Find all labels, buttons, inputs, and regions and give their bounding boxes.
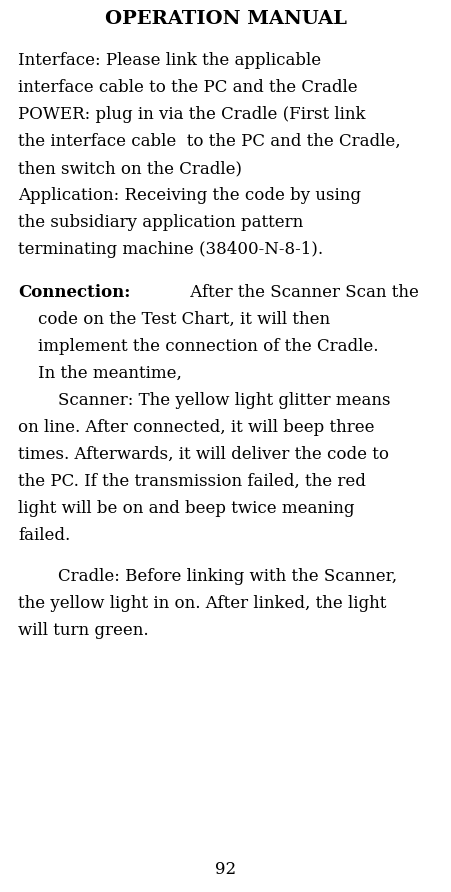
Text: failed.: failed.: [18, 527, 70, 544]
Text: then switch on the Cradle): then switch on the Cradle): [18, 160, 242, 177]
Text: will turn green.: will turn green.: [18, 622, 149, 639]
Text: terminating machine (38400-N-8-1).: terminating machine (38400-N-8-1).: [18, 241, 323, 258]
Text: Cradle: Before linking with the Scanner,: Cradle: Before linking with the Scanner,: [58, 567, 397, 584]
Text: Connection:: Connection:: [18, 285, 130, 301]
Text: Scanner: The yellow light glitter means: Scanner: The yellow light glitter means: [58, 392, 391, 409]
Text: Interface: Please link the applicable: Interface: Please link the applicable: [18, 52, 321, 69]
Text: OPERATION MANUAL: OPERATION MANUAL: [105, 10, 346, 28]
Text: code on the Test Chart, it will then: code on the Test Chart, it will then: [38, 311, 330, 328]
Text: POWER: plug in via the Cradle (First link: POWER: plug in via the Cradle (First lin…: [18, 106, 365, 123]
Text: times. Afterwards, it will deliver the code to: times. Afterwards, it will deliver the c…: [18, 446, 389, 463]
Text: light will be on and beep twice meaning: light will be on and beep twice meaning: [18, 500, 354, 517]
Text: on line. After connected, it will beep three: on line. After connected, it will beep t…: [18, 419, 374, 436]
Text: the subsidiary application pattern: the subsidiary application pattern: [18, 214, 303, 231]
Text: interface cable to the PC and the Cradle: interface cable to the PC and the Cradle: [18, 79, 358, 96]
Text: the PC. If the transmission failed, the red: the PC. If the transmission failed, the …: [18, 473, 366, 491]
Text: After the Scanner Scan the: After the Scanner Scan the: [185, 285, 419, 301]
Text: Application: Receiving the code by using: Application: Receiving the code by using: [18, 187, 361, 204]
Text: 92: 92: [215, 861, 236, 878]
Text: In the meantime,: In the meantime,: [38, 365, 182, 382]
Text: implement the connection of the Cradle.: implement the connection of the Cradle.: [38, 338, 378, 355]
Text: the yellow light in on. After linked, the light: the yellow light in on. After linked, th…: [18, 595, 387, 612]
Text: the interface cable  to the PC and the Cradle,: the interface cable to the PC and the Cr…: [18, 133, 400, 150]
